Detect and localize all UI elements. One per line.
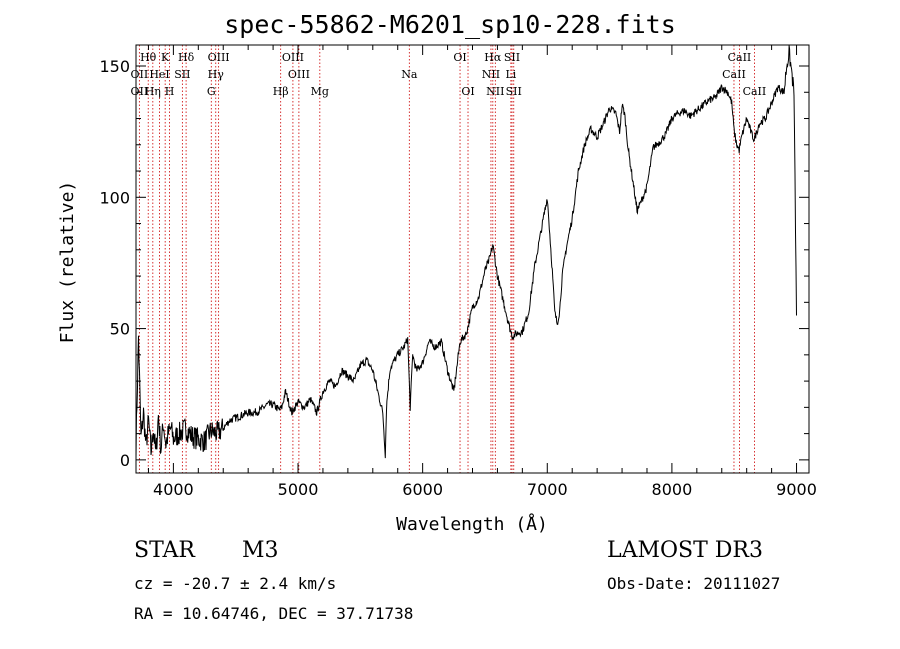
spectral-line-labels: Hθ OII OII K HeI Hη SII H Hδ OIII Hγ G OIII OIII Hβ Mg N… xyxy=(131,51,767,98)
line-label-21: NII xyxy=(486,85,504,98)
y-tick-label-0: 0 xyxy=(120,451,130,470)
line-label-12: OIII xyxy=(282,51,304,64)
coordinates-text: RA = 10.64746, DEC = 37.71738 xyxy=(134,604,414,623)
axes xyxy=(135,44,810,474)
x-tick-label-0: 4000 xyxy=(153,480,194,499)
observation-date: Obs-Date: 20111027 xyxy=(607,574,781,593)
x-tick-label-3: 7000 xyxy=(527,480,568,499)
line-label-3: K xyxy=(161,51,170,64)
y-axis-label: Flux (relative) xyxy=(57,181,78,344)
redshift-text: cz = -20.7 ± 2.4 km/s xyxy=(134,574,337,593)
line-label-18: OI xyxy=(461,85,474,98)
x-tick-label-1: 5000 xyxy=(278,480,319,499)
line-label-5: Hη xyxy=(145,85,161,98)
x-tick-label-4: 8000 xyxy=(652,480,693,499)
survey-name: LAMOST DR3 xyxy=(607,538,763,563)
tick-labels: 4000 5000 6000 7000 8000 9000 0 50 100 150 xyxy=(99,57,816,499)
line-label-27: CaII xyxy=(743,85,767,98)
y-tick-label-3: 150 xyxy=(99,57,130,76)
x-tick-label-5: 9000 xyxy=(776,480,817,499)
object-subclass: M3 xyxy=(242,538,279,563)
line-label-9: OIII xyxy=(208,51,230,64)
line-label-6: SII xyxy=(174,68,190,81)
line-label-23: Li xyxy=(505,68,516,81)
line-label-17: OI xyxy=(453,51,466,64)
object-class: STAR xyxy=(134,538,195,563)
line-label-22: SII xyxy=(504,51,520,64)
line-label-4: HeI xyxy=(149,68,169,81)
line-label-14: Hβ xyxy=(273,85,289,98)
plot-frame xyxy=(135,44,810,474)
flux-series xyxy=(135,45,797,459)
x-tick-label-2: 6000 xyxy=(402,480,443,499)
line-label-24: SII xyxy=(506,85,522,98)
series-line-0 xyxy=(135,45,797,459)
line-label-26: CaII xyxy=(722,68,746,81)
line-label-16: Na xyxy=(401,68,418,81)
y-tick-label-2: 100 xyxy=(99,188,130,207)
line-label-11: G xyxy=(207,85,216,98)
line-label-19: Hα xyxy=(484,51,502,64)
line-label-25: CaII xyxy=(728,51,752,64)
line-label-10: Hγ xyxy=(208,68,225,81)
line-label-7: H xyxy=(165,85,175,98)
line-label-0: Hθ xyxy=(140,51,157,64)
y-tick-label-1: 50 xyxy=(110,320,130,339)
line-label-15: Mg xyxy=(311,85,329,98)
x-axis-label: Wavelength (Å) xyxy=(396,513,548,535)
line-label-2: OII xyxy=(131,85,149,98)
chart-title: spec-55862-M6201_sp10-228.fits xyxy=(224,10,676,39)
line-label-20: NII xyxy=(482,68,500,81)
line-label-8: Hδ xyxy=(178,51,195,64)
line-label-13: OIII xyxy=(288,68,310,81)
line-label-1: OII xyxy=(131,68,149,81)
emission-line-markers xyxy=(138,45,755,473)
